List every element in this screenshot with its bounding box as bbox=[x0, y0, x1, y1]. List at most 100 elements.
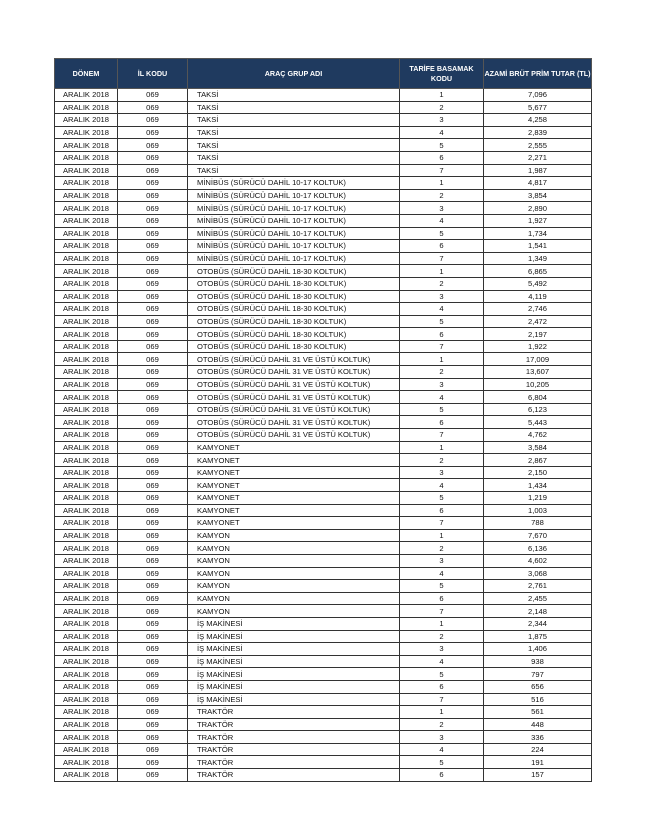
cell-il-kodu: 069 bbox=[117, 755, 188, 770]
cell-arac-grup: TAKSİ bbox=[187, 125, 400, 140]
cell-il-kodu: 069 bbox=[117, 176, 188, 190]
cell-arac-grup: OTOBÜS (SÜRÜCÜ DAHİL 31 VE ÜSTÜ KOLTUK) bbox=[187, 390, 400, 404]
cell-tarife-kodu: 5 bbox=[399, 226, 484, 241]
cell-arac-grup: KAMYON bbox=[187, 579, 400, 593]
cell-tarife-kodu: 2 bbox=[399, 276, 484, 291]
cell-prim-tutar: 1,541 bbox=[483, 239, 592, 253]
table-row: ARALIK 2018 069 MİNİBÜS (SÜRÜCÜ DAHİL 10-1… bbox=[54, 176, 592, 190]
table-row: ARALIK 2018 069 KAMYON 5 2,761 bbox=[54, 579, 592, 593]
cell-tarife-kodu: 2 bbox=[399, 717, 484, 732]
cell-donem: ARALIK 2018 bbox=[54, 201, 118, 215]
cell-il-kodu: 069 bbox=[117, 553, 188, 568]
cell-prim-tutar: 1,219 bbox=[483, 491, 592, 505]
cell-donem: ARALIK 2018 bbox=[54, 289, 118, 304]
cell-donem: ARALIK 2018 bbox=[54, 176, 118, 190]
cell-il-kodu: 069 bbox=[117, 516, 188, 530]
cell-il-kodu: 069 bbox=[117, 125, 188, 140]
cell-donem: ARALIK 2018 bbox=[54, 629, 118, 644]
table-row: ARALIK 2018 069 İŞ MAKİNESİ 2 1,875 bbox=[54, 629, 592, 644]
cell-tarife-kodu: 7 bbox=[399, 516, 484, 530]
cell-arac-grup: KAMYONET bbox=[187, 516, 400, 530]
cell-prim-tutar: 7,670 bbox=[483, 528, 592, 543]
cell-prim-tutar: 157 bbox=[483, 768, 592, 782]
header-azami-brut-prim: AZAMİ BRÜT PRİM TUTAR (TL) bbox=[483, 58, 592, 89]
cell-prim-tutar: 2,455 bbox=[483, 591, 592, 606]
cell-arac-grup: OTOBÜS (SÜRÜCÜ DAHİL 31 VE ÜSTÜ KOLTUK) bbox=[187, 402, 400, 417]
cell-donem: ARALIK 2018 bbox=[54, 440, 118, 455]
cell-donem: ARALIK 2018 bbox=[54, 528, 118, 543]
cell-tarife-kodu: 2 bbox=[399, 365, 484, 379]
cell-donem: ARALIK 2018 bbox=[54, 667, 118, 681]
cell-prim-tutar: 6,865 bbox=[483, 264, 592, 278]
table-row: ARALIK 2018 069 KAMYONET 7 788 bbox=[54, 516, 592, 530]
cell-arac-grup: İŞ MAKİNESİ bbox=[187, 667, 400, 681]
cell-il-kodu: 069 bbox=[117, 365, 188, 379]
cell-arac-grup: OTOBÜS (SÜRÜCÜ DAHİL 18-30 KOLTUK) bbox=[187, 314, 400, 329]
cell-tarife-kodu: 5 bbox=[399, 755, 484, 770]
cell-il-kodu: 069 bbox=[117, 100, 188, 115]
cell-prim-tutar: 4,817 bbox=[483, 176, 592, 190]
table-row: ARALIK 2018 069 MİNİBÜS (SÜRÜCÜ DAHİL 10-1… bbox=[54, 201, 592, 215]
cell-prim-tutar: 1,922 bbox=[483, 339, 592, 354]
header-il-kodu: İL KODU bbox=[117, 58, 188, 89]
cell-tarife-kodu: 7 bbox=[399, 339, 484, 354]
cell-prim-tutar: 5,677 bbox=[483, 100, 592, 115]
cell-prim-tutar: 1,734 bbox=[483, 226, 592, 241]
cell-tarife-kodu: 4 bbox=[399, 125, 484, 140]
cell-tarife-kodu: 1 bbox=[399, 88, 484, 102]
cell-il-kodu: 069 bbox=[117, 188, 188, 203]
cell-arac-grup: MİNİBÜS (SÜRÜCÜ DAHİL 10-17 KOLTUK) bbox=[187, 201, 400, 215]
cell-donem: ARALIK 2018 bbox=[54, 692, 118, 707]
cell-donem: ARALIK 2018 bbox=[54, 717, 118, 732]
cell-donem: ARALIK 2018 bbox=[54, 541, 118, 555]
cell-arac-grup: İŞ MAKİNESİ bbox=[187, 616, 400, 631]
cell-donem: ARALIK 2018 bbox=[54, 604, 118, 618]
cell-donem: ARALIK 2018 bbox=[54, 453, 118, 467]
cell-il-kodu: 069 bbox=[117, 503, 188, 518]
cell-tarife-kodu: 6 bbox=[399, 239, 484, 253]
cell-donem: ARALIK 2018 bbox=[54, 390, 118, 404]
cell-il-kodu: 069 bbox=[117, 314, 188, 329]
table-row: ARALIK 2018 069 KAMYONET 6 1,003 bbox=[54, 503, 592, 518]
cell-tarife-kodu: 6 bbox=[399, 768, 484, 782]
cell-il-kodu: 069 bbox=[117, 390, 188, 404]
cell-il-kodu: 069 bbox=[117, 667, 188, 681]
cell-tarife-kodu: 6 bbox=[399, 150, 484, 165]
cell-arac-grup: İŞ MAKİNESİ bbox=[187, 654, 400, 669]
cell-il-kodu: 069 bbox=[117, 642, 188, 656]
cell-arac-grup: KAMYON bbox=[187, 566, 400, 581]
cell-donem: ARALIK 2018 bbox=[54, 566, 118, 581]
cell-arac-grup: OTOBÜS (SÜRÜCÜ DAHİL 31 VE ÜSTÜ KOLTUK) bbox=[187, 352, 400, 367]
cell-arac-grup: TAKSİ bbox=[187, 88, 400, 102]
table-row: ARALIK 2018 069 OTOBÜS (SÜRÜCÜ DAHİL 31 VE… bbox=[54, 390, 592, 404]
cell-il-kodu: 069 bbox=[117, 213, 188, 228]
cell-tarife-kodu: 1 bbox=[399, 528, 484, 543]
cell-prim-tutar: 2,150 bbox=[483, 465, 592, 480]
cell-tarife-kodu: 6 bbox=[399, 327, 484, 341]
table-row: ARALIK 2018 069 KAMYON 4 3,068 bbox=[54, 566, 592, 581]
cell-donem: ARALIK 2018 bbox=[54, 654, 118, 669]
cell-prim-tutar: 4,258 bbox=[483, 113, 592, 127]
cell-arac-grup: KAMYON bbox=[187, 541, 400, 555]
cell-arac-grup: MİNİBÜS (SÜRÜCÜ DAHİL 10-17 KOLTUK) bbox=[187, 226, 400, 241]
cell-il-kodu: 069 bbox=[117, 604, 188, 618]
cell-prim-tutar: 2,271 bbox=[483, 150, 592, 165]
cell-arac-grup: TRAKTÖR bbox=[187, 730, 400, 744]
cell-arac-grup: OTOBÜS (SÜRÜCÜ DAHİL 31 VE ÜSTÜ KOLTUK) bbox=[187, 428, 400, 442]
cell-tarife-kodu: 7 bbox=[399, 163, 484, 178]
cell-prim-tutar: 797 bbox=[483, 667, 592, 681]
cell-arac-grup: OTOBÜS (SÜRÜCÜ DAHİL 18-30 KOLTUK) bbox=[187, 276, 400, 291]
table-row: ARALIK 2018 069 OTOBÜS (SÜRÜCÜ DAHİL 18-30… bbox=[54, 276, 592, 291]
cell-prim-tutar: 336 bbox=[483, 730, 592, 744]
cell-il-kodu: 069 bbox=[117, 402, 188, 417]
cell-arac-grup: TRAKTÖR bbox=[187, 705, 400, 719]
cell-tarife-kodu: 4 bbox=[399, 213, 484, 228]
cell-donem: ARALIK 2018 bbox=[54, 616, 118, 631]
cell-tarife-kodu: 3 bbox=[399, 730, 484, 744]
cell-prim-tutar: 191 bbox=[483, 755, 592, 770]
table-row: ARALIK 2018 069 TAKSİ 4 2,839 bbox=[54, 125, 592, 140]
cell-arac-grup: TAKSİ bbox=[187, 100, 400, 115]
cell-tarife-kodu: 5 bbox=[399, 402, 484, 417]
table-row: ARALIK 2018 069 KAMYON 7 2,148 bbox=[54, 604, 592, 618]
cell-arac-grup: TAKSİ bbox=[187, 138, 400, 152]
